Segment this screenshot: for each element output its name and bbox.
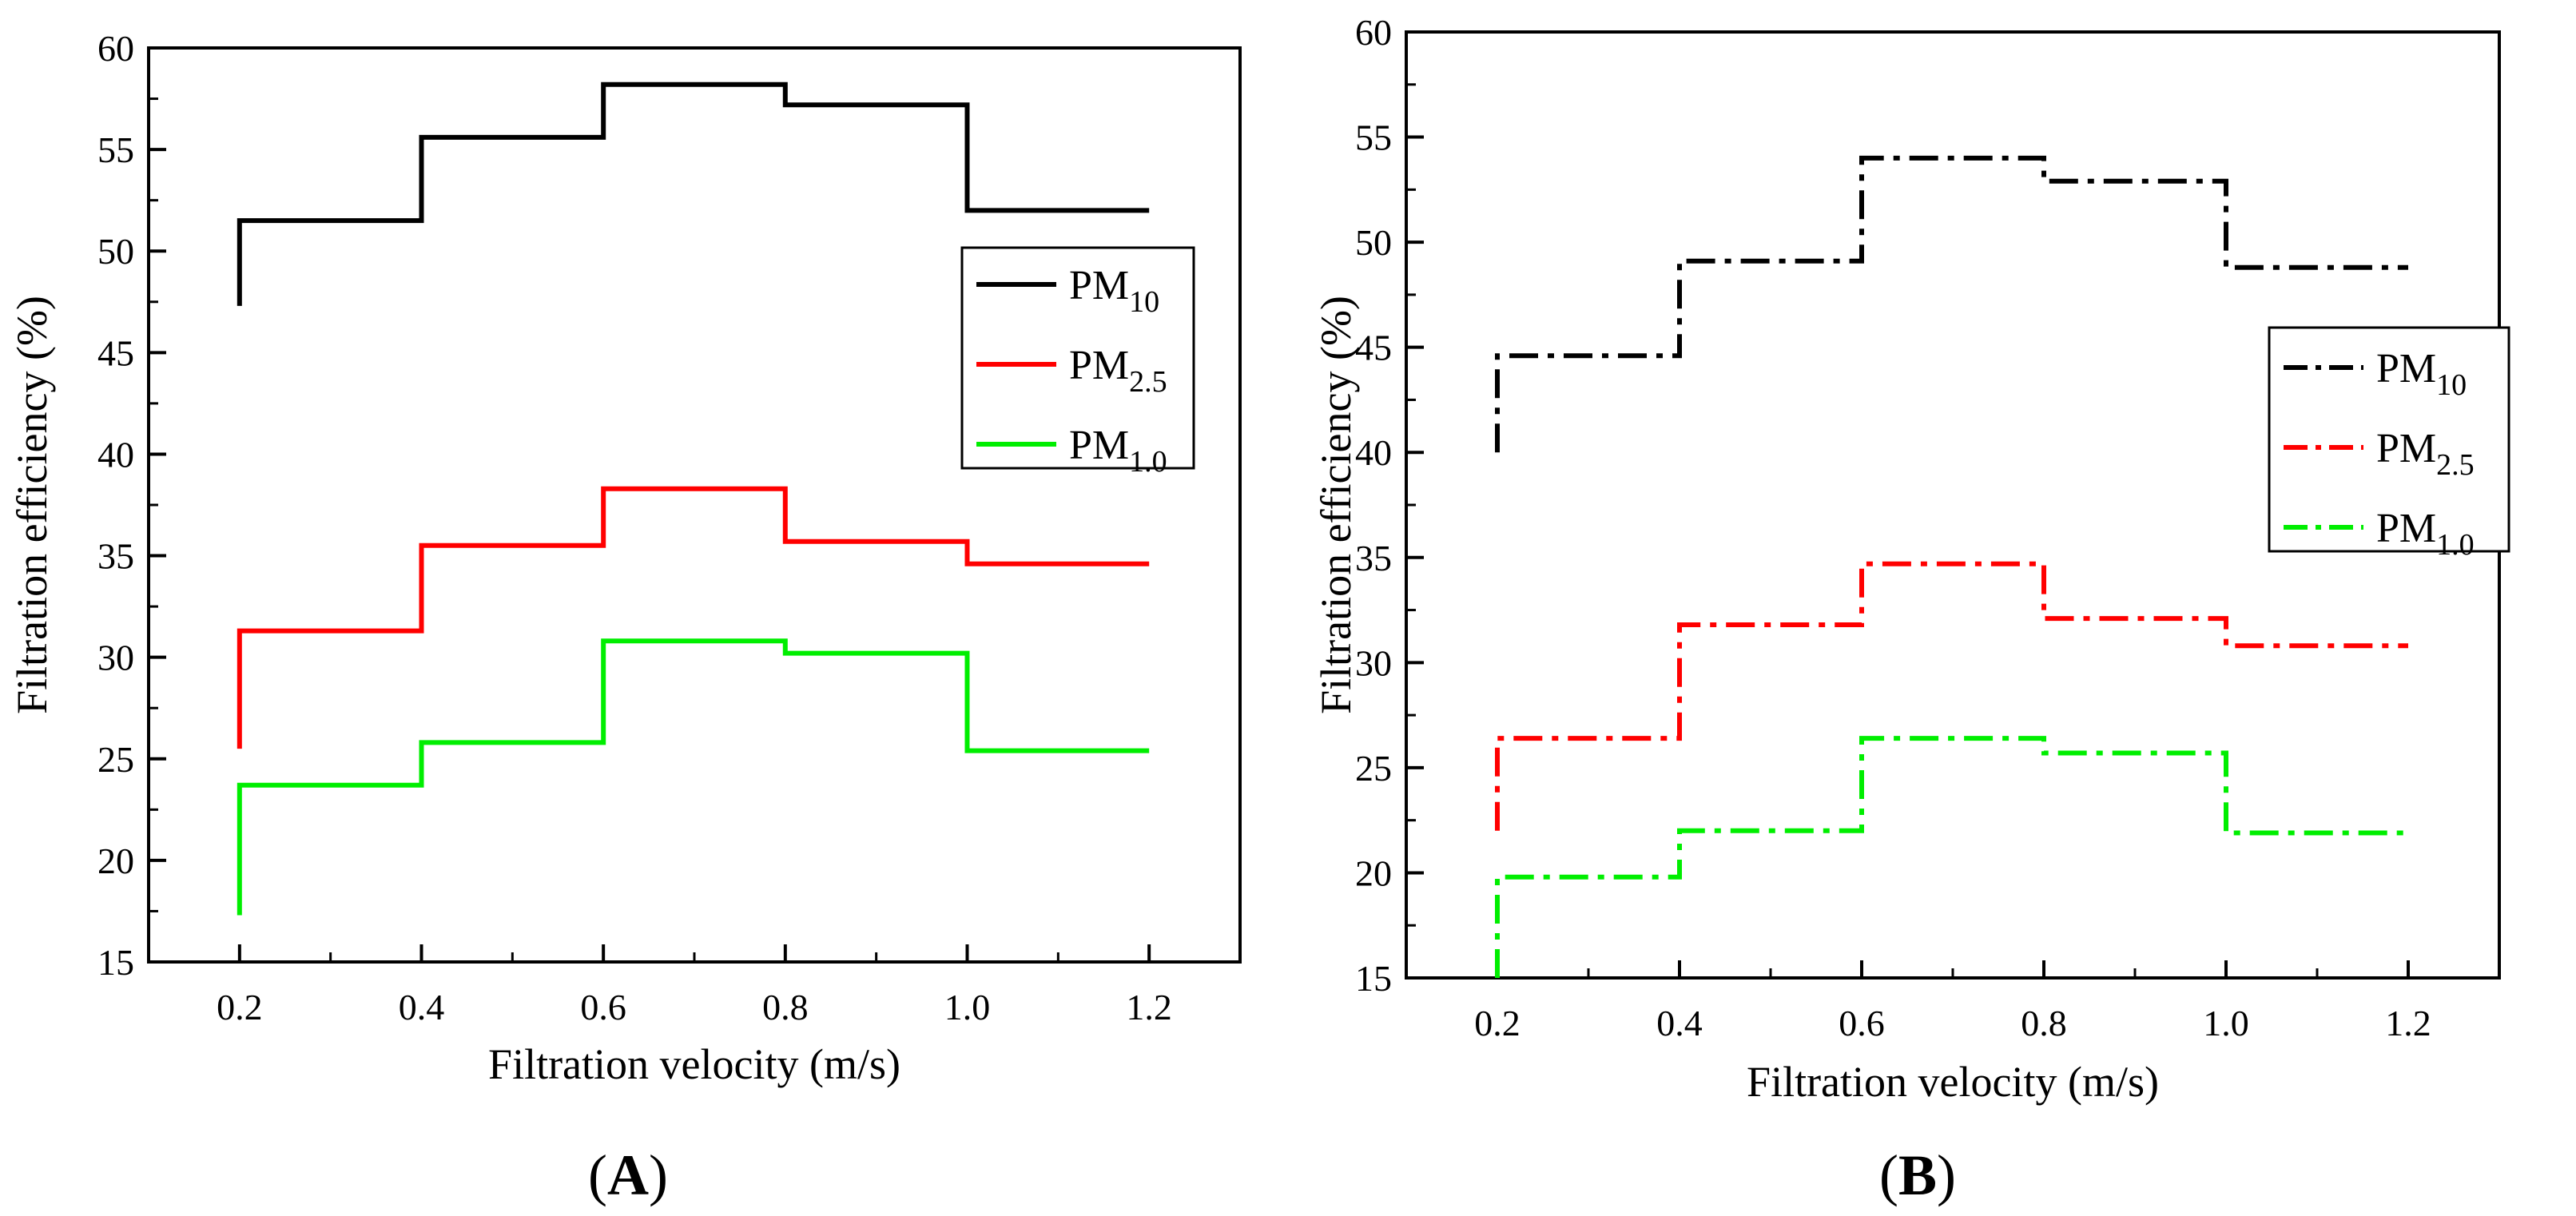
legend-label-subscript: 2.5	[1129, 365, 1167, 399]
y-tick-label: 20	[97, 840, 134, 881]
y-tick-label: 30	[1355, 642, 1392, 683]
x-tick-label: 0.6	[1839, 1003, 1885, 1043]
y-tick-label: 45	[1355, 328, 1392, 368]
legend-label-subscript: 1.0	[1129, 445, 1167, 479]
y-tick-label: 45	[97, 332, 134, 373]
y-tick-label: 30	[97, 638, 134, 678]
legend-label: PM2.5	[1069, 343, 1167, 399]
series-line-pm10	[1495, 155, 2408, 453]
y-tick-label: 15	[1355, 958, 1392, 999]
legend-label-main: PM	[2376, 426, 2436, 471]
x-axis-title: Filtration velocity (m/s)	[1747, 1058, 2159, 1106]
legend-label-main: PM	[1069, 423, 1129, 468]
legend-label-main: PM	[2376, 506, 2436, 551]
y-tick-label: 25	[97, 739, 134, 780]
chart-panel-a: 0.2 0.4 0.6 0.8 1.0 1.2 15 20 25 30 35 40 45 50 55 60 Fi…	[8, 28, 1242, 1088]
y-tick-label: 55	[1355, 117, 1392, 158]
legend-label: PM10	[2376, 346, 2467, 402]
plot-frame-a	[147, 46, 1242, 964]
x-tick-label: 0.4	[399, 987, 445, 1027]
y-tick-label: 50	[97, 231, 134, 272]
y-tick-label: 50	[1355, 222, 1392, 263]
legend-label-subscript: 10	[2436, 368, 2467, 402]
y-tick-label: 55	[97, 129, 134, 170]
y-tick-label: 25	[1355, 748, 1392, 789]
x-tick-label: 0.2	[1474, 1003, 1521, 1043]
series-line-pm10	[1495, 736, 2408, 978]
legend-box	[2268, 326, 2510, 553]
x-tick-label: 0.6	[580, 987, 626, 1027]
x-axis-title: Filtration velocity (m/s)	[488, 1040, 900, 1088]
x-tick-label: 1.2	[1126, 987, 1172, 1027]
legend-label: PM1.0	[2376, 506, 2475, 562]
panel-label-a: (A)	[588, 1143, 668, 1207]
y-tick-label: 40	[97, 434, 134, 475]
y-tick-label: 35	[1355, 538, 1392, 578]
y-tick-label: 15	[97, 942, 134, 983]
legend-label-main: PM	[2376, 346, 2436, 391]
legend-label-main: PM	[1069, 263, 1129, 308]
legend-label-subscript: 2.5	[2436, 448, 2475, 482]
legend-label: PM1.0	[1069, 423, 1167, 479]
y-axis-title: Filtration efficiency (%)	[8, 296, 56, 714]
y-axis-title: Filtration efficiency (%)	[1312, 296, 1360, 714]
x-tick-label: 1.0	[944, 987, 991, 1027]
series-line-pm10	[237, 638, 1150, 916]
legend-label: PM2.5	[2376, 426, 2475, 482]
series-line-pm25	[237, 486, 1150, 749]
x-tick-label: 0.8	[762, 987, 809, 1027]
y-tick-label: 60	[1355, 12, 1392, 53]
legend-label-subscript: 1.0	[2436, 528, 2475, 562]
y-tick-label: 35	[97, 536, 134, 577]
chart-panel-b: 0.2 0.4 0.6 0.8 1.0 1.2 15 20 25 30 35 40 45 50 55 60 Fi…	[1312, 12, 2510, 1106]
panel-label-b: (B)	[1879, 1143, 1956, 1207]
x-tick-label: 1.2	[2385, 1003, 2431, 1043]
legend-label-main: PM	[1069, 343, 1129, 388]
series-line-pm10	[237, 81, 1150, 306]
legend-label-subscript: 10	[1129, 285, 1159, 319]
x-tick-label: 1.0	[2203, 1003, 2249, 1043]
y-tick-label: 20	[1355, 852, 1392, 893]
x-tick-label: 0.4	[1656, 1003, 1703, 1043]
y-tick-label: 40	[1355, 432, 1392, 473]
x-tick-label: 0.8	[2021, 1003, 2067, 1043]
y-tick-label: 60	[97, 28, 134, 69]
legend-label: PM10	[1069, 263, 1159, 319]
series-line-pm25	[1495, 561, 2408, 831]
x-tick-label: 0.2	[217, 987, 263, 1027]
